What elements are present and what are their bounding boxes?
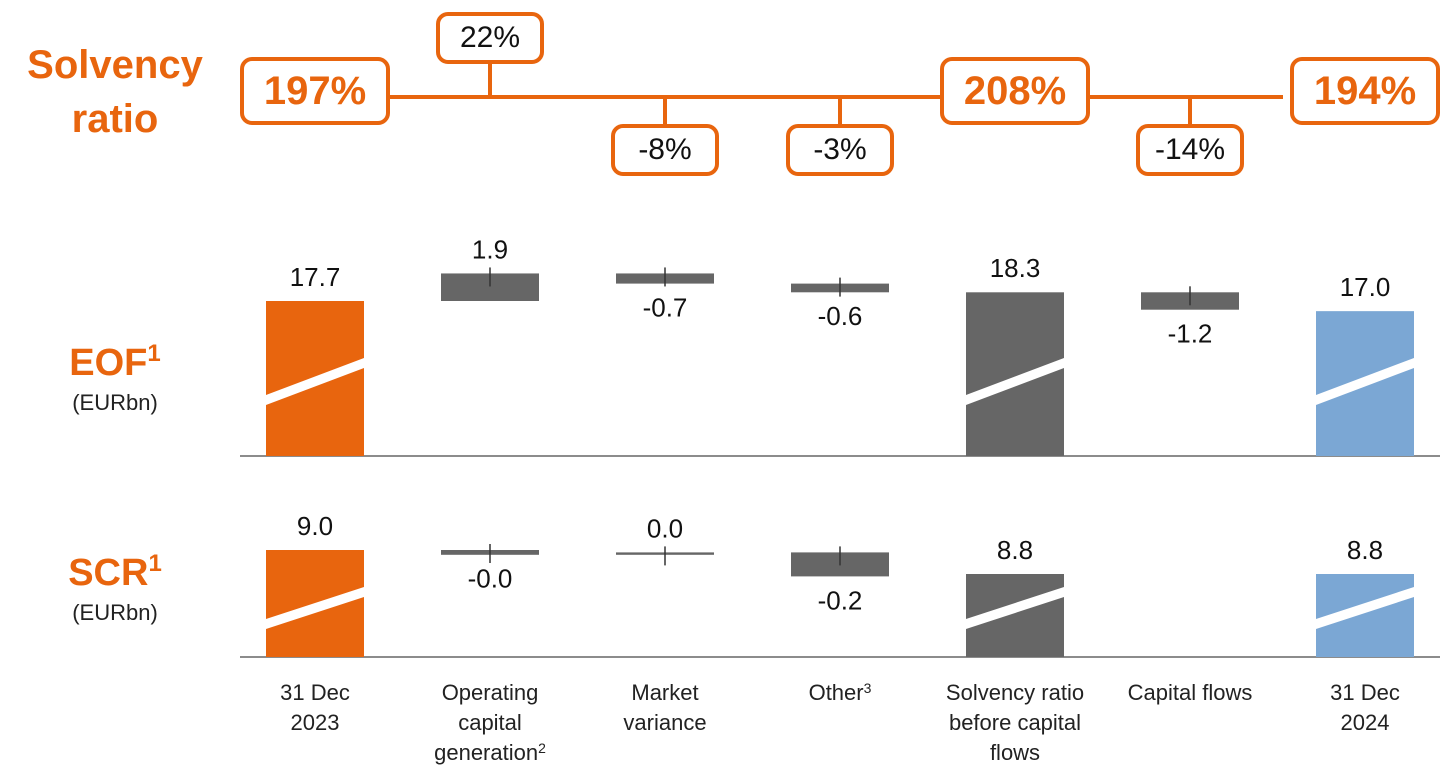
value-label: -0.6	[818, 301, 863, 331]
category-text: Capital flows	[1127, 680, 1253, 705]
value-label: 17.0	[1340, 272, 1391, 302]
ratio-box: -8%	[611, 124, 719, 176]
break-slash	[966, 587, 1064, 629]
category-text: Solvency ratio before capital flows	[945, 680, 1085, 765]
value-label: 8.8	[1347, 535, 1383, 565]
value-label: -0.0	[468, 564, 513, 594]
bar	[966, 292, 1064, 456]
break-slash	[966, 358, 1064, 405]
x-tick-label: Other3	[780, 678, 900, 708]
category-text: 31 Dec 2024	[1330, 680, 1400, 735]
x-tick-label: Solvency ratio before capital flows	[940, 678, 1090, 768]
panel-title-note: 1	[147, 340, 160, 367]
break-slash	[1316, 587, 1414, 629]
break-slash	[266, 358, 364, 405]
category-text: 31 Dec 2023	[280, 680, 350, 735]
ratio-box: -14%	[1136, 124, 1244, 176]
value-label: 18.3	[990, 253, 1041, 283]
value-label: 8.8	[997, 535, 1033, 565]
panel-title: EOF1	[69, 340, 160, 384]
ratio-box: 208%	[940, 57, 1090, 125]
break-slash	[1316, 358, 1414, 405]
value-label: -0.7	[643, 292, 688, 322]
category-note: 3	[863, 680, 872, 696]
x-tick-label: 31 Dec 2023	[260, 678, 370, 738]
panel-title-name: EOF	[69, 342, 147, 384]
value-label: 0.0	[647, 513, 683, 543]
value-label: -1.2	[1168, 319, 1213, 349]
ratio-box: 194%	[1290, 57, 1440, 125]
category-text: Operating capital generation	[434, 680, 539, 765]
panel-unit: (EURbn)	[72, 390, 158, 415]
ratio-box: 197%	[240, 57, 390, 125]
break-slash	[266, 587, 364, 629]
x-tick-label: Market variance	[610, 678, 720, 738]
ratio-box: -3%	[786, 124, 894, 176]
x-tick-label: 31 Dec 2024	[1310, 678, 1420, 738]
solvency-title: Solvency ratio	[27, 43, 203, 141]
category-note: 2	[538, 740, 546, 756]
value-label: 1.9	[472, 234, 508, 264]
category-text: Market variance	[623, 680, 707, 735]
value-label: 9.0	[297, 511, 333, 541]
panel-title-name: SCR	[68, 552, 148, 594]
value-label: 17.7	[290, 262, 341, 292]
panel-title-note: 1	[148, 550, 161, 577]
value-label: -0.2	[818, 585, 863, 615]
x-tick-label: Capital flows	[1100, 678, 1280, 708]
panel-title: SCR1	[68, 550, 162, 594]
category-text: Other	[808, 680, 864, 705]
ratio-box: 22%	[436, 12, 544, 64]
x-tick-label: Operating capital generation2	[415, 678, 565, 768]
panel-unit: (EURbn)	[72, 600, 158, 625]
